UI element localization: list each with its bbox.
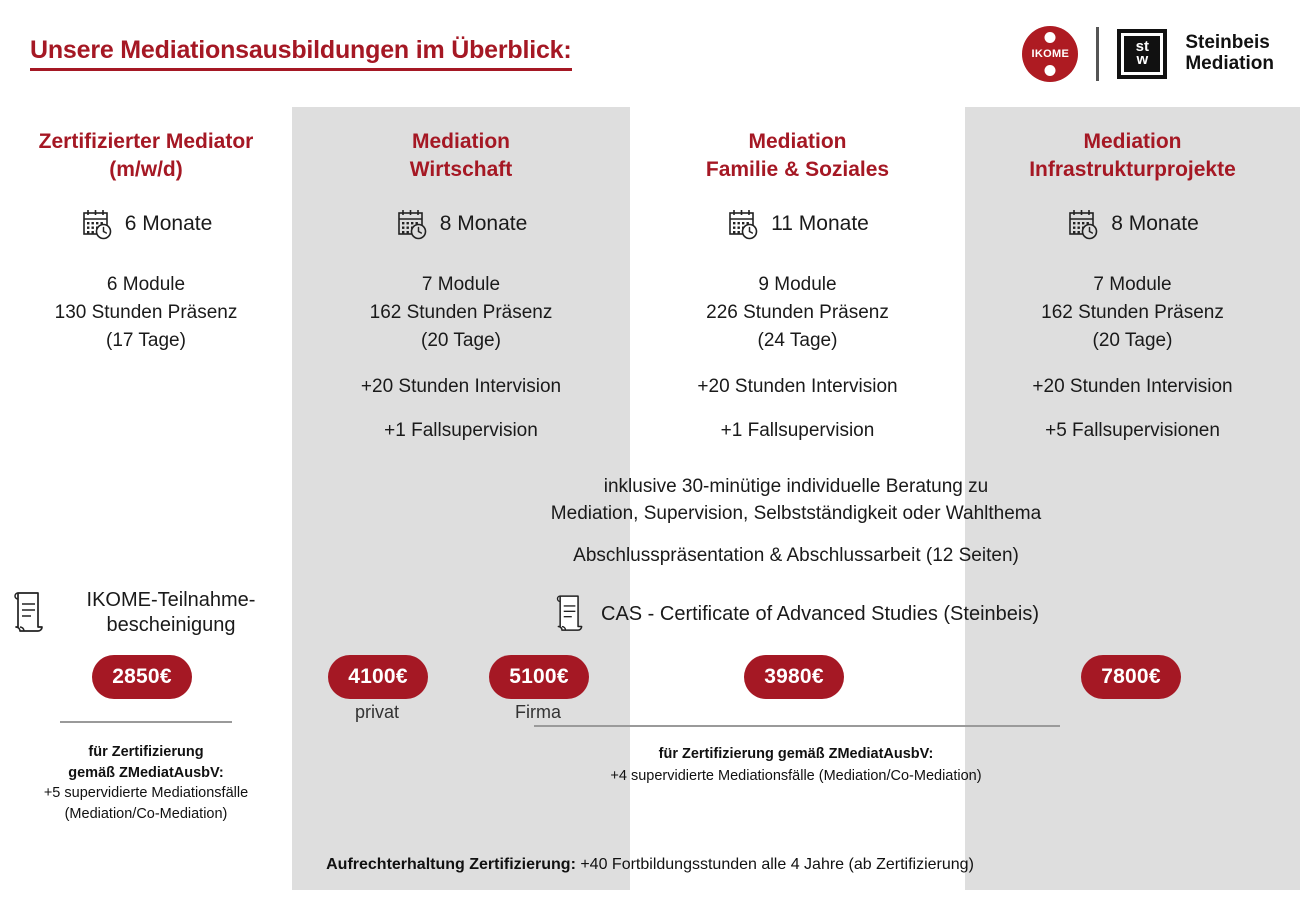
shared-thesis-text: Abschlusspräsentation & Abschlussarbeit … xyxy=(573,545,1019,566)
program-duration-label: 6 Monate xyxy=(124,212,213,236)
program-duration-label: 11 Monate xyxy=(771,212,869,236)
price-badge-wirtschaft-firma: 5100€ xyxy=(489,655,589,699)
program-column-infrastrukturprojekte: Mediation Infrastrukturprojekte 8 Monat xyxy=(965,128,1300,442)
steinbeis-mark-top: st xyxy=(1135,38,1149,56)
column-shading-band-infrastruktur xyxy=(965,107,1300,890)
certificate-row-cas: CAS - Certificate of Advanced Studies (S… xyxy=(292,592,1300,636)
price-badge-wirtschaft-privat: 4100€ xyxy=(328,655,428,699)
divider-rule-right xyxy=(534,725,1060,727)
ikome-dot-top-icon xyxy=(1044,32,1056,43)
ikome-dot-bottom-icon xyxy=(1044,65,1056,76)
program-duration: 11 Monate xyxy=(630,207,965,241)
column-shading-band-wirtschaft xyxy=(292,107,630,890)
divider-rule-left xyxy=(60,721,232,723)
certificate-label: CAS - Certificate of Advanced Studies (S… xyxy=(601,602,1039,625)
program-specs: 9 Module 226 Stunden Präsenz (24 Tage) xyxy=(706,274,889,351)
shared-benefits-text: inklusive 30-minütige individuelle Berat… xyxy=(550,476,1042,524)
certificate-label: IKOME-Teilnahme- bescheinigung xyxy=(86,589,256,637)
footnote-body: +5 supervidierte Mediationsfälle (Mediat… xyxy=(43,785,249,822)
certification-footnote-left: für Zertifizierung gemäß ZMediatAusbV: +… xyxy=(0,742,292,824)
program-duration: 8 Monate xyxy=(965,207,1300,241)
program-title: Mediation Infrastrukturprojekte xyxy=(1029,130,1236,181)
page-title: Unsere Mediationsausbildungen im Überbli… xyxy=(30,36,572,71)
certificate-row-ikome: IKOME-Teilnahme- bescheinigung xyxy=(10,588,282,638)
logo-divider xyxy=(1096,27,1100,81)
program-title: Mediation Wirtschaft xyxy=(409,130,513,181)
calendar-clock-icon xyxy=(82,210,112,240)
footnote-heading: für Zertifizierung gemäß ZMediatAusbV: xyxy=(68,744,224,781)
program-supervision: +5 Fallsupervisionen xyxy=(1045,420,1220,442)
price-badge-familie-soziales: 3980€ xyxy=(744,655,844,699)
program-column-mediation-wirtschaft: Mediation Wirtschaft 8 Monate xyxy=(292,128,630,442)
price-caption-firma: Firma xyxy=(515,702,561,722)
maintenance-note: Aufrechterhaltung Zertifizierung: +40 Fo… xyxy=(0,856,1300,874)
calendar-clock-icon xyxy=(397,210,427,240)
program-specs: 7 Module 162 Stunden Präsenz (20 Tage) xyxy=(1041,274,1224,351)
certification-footnote-right: für Zertifizierung gemäß ZMediatAusbV: +… xyxy=(292,744,1300,788)
program-title: Zertifizierter Mediator (m/w/d) xyxy=(38,130,254,181)
program-intervision: +20 Stunden Intervision xyxy=(360,376,562,398)
price-caption-privat: privat xyxy=(354,702,399,722)
price-badge-zertifizierter-mediator: 2850€ xyxy=(92,655,192,699)
calendar-clock-icon xyxy=(1069,210,1098,240)
maintenance-note-heading: Aufrechterhaltung Zertifizierung: xyxy=(326,856,576,873)
certificate-scroll-icon xyxy=(556,595,583,631)
maintenance-note-body: +40 Fortbildungsstunden alle 4 Jahre (ab… xyxy=(575,856,974,873)
footnote-heading: für Zertifizierung gemäß ZMediatAusbV: xyxy=(658,746,934,762)
program-intervision: +20 Stunden Intervision xyxy=(1032,376,1233,398)
ikome-logo-label: IKOME xyxy=(1031,48,1070,60)
program-duration: 6 Monate xyxy=(0,207,292,241)
certificate-scroll-icon xyxy=(14,592,43,633)
logo-block: IKOME st w Steinbeis Mediation xyxy=(1022,26,1274,82)
program-specs: 7 Module 162 Stunden Präsenz (20 Tage) xyxy=(369,274,553,351)
program-specs: 6 Module 130 Stunden Präsenz (17 Tage) xyxy=(54,274,238,351)
program-title: Mediation Familie & Soziales xyxy=(705,130,890,181)
program-supervision: +1 Fallsupervision xyxy=(384,420,538,442)
program-supervision: +1 Fallsupervision xyxy=(720,420,875,442)
steinbeis-mark-bottom: w xyxy=(1136,51,1149,68)
program-duration-label: 8 Monate xyxy=(1111,212,1199,236)
program-column-zertifizierter-mediator: Zertifizierter Mediator (m/w/d) 6 Monat xyxy=(0,128,292,354)
program-intervision: +20 Stunden Intervision xyxy=(697,376,898,398)
program-duration: 8 Monate xyxy=(292,207,630,241)
program-duration-label: 8 Monate xyxy=(439,212,528,236)
steinbeis-stw-glyph: st w xyxy=(1121,33,1164,75)
ikome-logo: IKOME xyxy=(1022,26,1079,82)
price-badge-infrastrukturprojekte: 7800€ xyxy=(1081,655,1181,699)
calendar-clock-icon xyxy=(729,210,758,240)
program-column-familie-soziales: Mediation Familie & Soziales 11 Monate xyxy=(630,128,965,442)
footnote-body: +4 supervidierte Mediationsfälle (Mediat… xyxy=(610,767,982,784)
steinbeis-wordmark: Steinbeis Mediation xyxy=(1185,32,1274,74)
steinbeis-logo-mark: st w xyxy=(1117,29,1168,79)
